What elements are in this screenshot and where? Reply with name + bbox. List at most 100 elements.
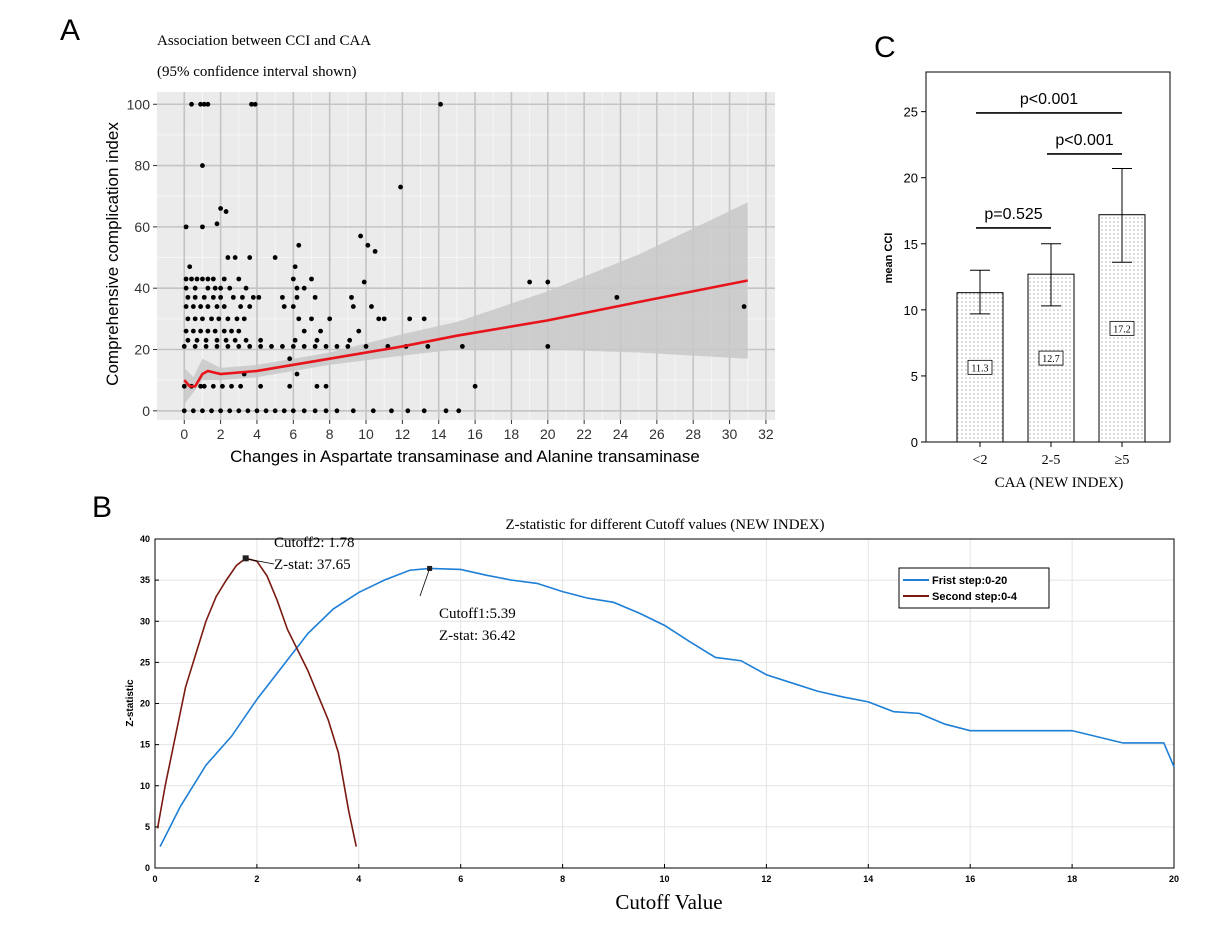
panel-a-data-point [194,337,200,343]
panel-b-marker-cutoff2 [242,555,249,562]
panel-a-data-point [201,294,207,300]
panel-a-data-point [545,344,551,349]
panel-a-data-point [290,304,296,309]
panel-a-data-point [181,344,187,349]
panel-a-data-point [181,383,187,389]
panel-a-data-point [314,337,320,343]
panel-a-data-point [327,316,333,322]
panel-a-x-tick-label: 20 [540,426,556,442]
panel-a-confidence-band [184,202,748,405]
panel-a-y-tick-label: 40 [134,280,150,296]
panel-a-data-point [365,242,371,248]
panel-b-y-axis-label: Z-statistic [125,679,136,727]
panel-b-x-axis-label: Cutoff Value [615,890,722,914]
panel-a-data-point [205,304,211,309]
panel-c-value-label-box [1038,350,1064,366]
panel-a-data-point [272,255,278,260]
panel-a-x-tick-label: 4 [253,426,261,442]
panel-a-data-point [200,224,205,230]
panel-a-data-point [301,328,307,334]
panel-a-data-point [312,294,318,300]
panel-a-data-point [358,233,363,239]
panel-a-data-point [249,101,254,107]
panel-a-data-point [301,285,307,291]
panel-b-series-line-1 [159,567,1175,847]
panel-b-y-tick-label: 35 [140,575,150,585]
panel-a-x-tick-label: 2 [217,426,225,442]
panel-a-x-tick-label: 26 [649,426,665,442]
panel-a-data-point [210,294,216,300]
panel-a-data-point [185,316,191,322]
panel-a-data-point [183,328,189,334]
panel-a-data-point [236,276,242,282]
panel-a-data-point [614,294,620,300]
panel-a-data-point [301,344,307,349]
panel-a-data-point [198,383,204,389]
panel-a-data-point [214,344,220,349]
panel-a-data-point [200,163,205,168]
panel-a-data-point [183,224,189,230]
panel-a-data-point [192,316,198,322]
panel-a-data-point [209,408,214,414]
panel-a-data-point [238,383,244,389]
panel-b-x-tick-label: 16 [965,874,975,884]
panel-a-data-point [203,337,209,343]
panel-b-leader-line-cutoff2 [248,558,275,565]
panel-a-data-point [250,294,256,300]
panel-a-x-tick-label: 16 [467,426,483,442]
panel-a-data-point [243,285,249,291]
panel-a-x-tick-label: 28 [685,426,701,442]
panel-b-y-tick-label: 0 [145,863,150,873]
panel-c-value-label: 17.2 [1113,324,1131,335]
panel-a-data-point [323,344,329,349]
panel-a-data-point [247,255,253,260]
panel-a-data-point [221,276,227,282]
panel-b-y-tick-label: 10 [140,781,150,791]
panel-a-data-point [232,255,238,260]
panel-a-data-point [201,101,207,107]
panel-a-data-point [205,328,211,334]
panel-a-data-point [456,408,462,414]
panel-a-data-point [334,344,340,349]
panel-a-data-point [309,276,314,282]
panel-b-y-tick-label: 20 [140,699,150,709]
panel-a-data-point [192,344,198,349]
panel-a-x-tick-label: 8 [326,426,334,442]
panel-b-legend-label: Frist step:0-20 [932,575,1007,587]
panel-c-significance-label: p<0.001 [1020,91,1078,108]
panel-a-data-point [438,101,443,107]
panel-b-x-tick-label: 8 [560,874,565,884]
panel-a-data-point [209,316,214,322]
panel-a-x-tick-label: 10 [358,426,374,442]
panel-a-data-point [190,408,196,414]
panel-a-data-point [190,328,196,334]
panel-a-data-point [216,316,222,322]
panel-a-data-point [294,285,300,291]
panel-a-data-point [256,294,262,300]
panel-a-data-point [247,344,253,349]
panel-a-x-tick-label: 6 [289,426,297,442]
panel-a-data-point [225,316,231,322]
panel-a-data-point [425,344,431,349]
panel-a-data-point [381,316,387,322]
panel-a-x-tick-label: 18 [504,426,520,442]
panel-a-data-point [309,316,314,322]
panel-a-data-point [349,294,354,300]
panel-a-data-point [227,285,233,291]
panel-a-data-point [323,383,329,389]
panel-a-data-point [214,221,220,227]
panel-a-data-point [218,294,224,300]
panel-b-y-tick-label: 40 [140,534,150,544]
panel-a-x-tick-label: 30 [722,426,738,442]
panel-a-data-point [198,304,204,309]
panel-a-data-point [210,383,216,389]
panel-a-data-point [200,408,205,414]
panel-a-data-point [323,408,329,414]
panel-letter-a: A [60,14,80,47]
panel-a-data-point [472,383,478,389]
panel-b-x-tick-label: 14 [863,874,873,884]
panel-a-data-point [263,408,269,414]
panel-a-data-point [229,328,234,334]
panel-c-value-label: 11.3 [971,363,988,374]
